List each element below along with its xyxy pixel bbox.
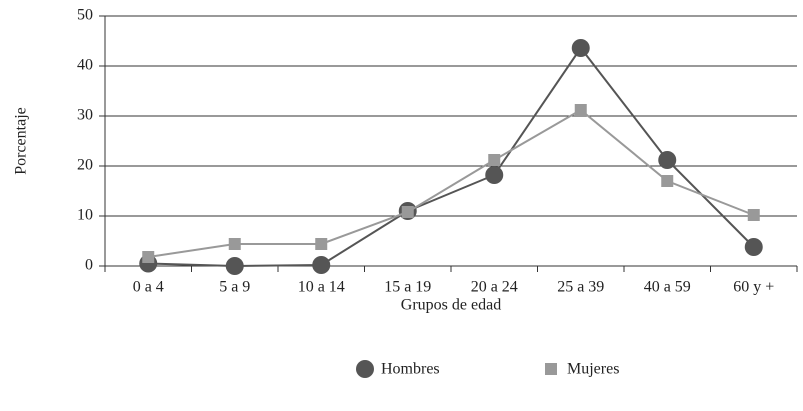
legend-label: Mujeres [567,361,619,378]
legend-swatch [356,360,374,378]
point [225,257,244,275]
x-tick-label: 60 y + [733,279,774,296]
x-tick-label: 15 a 19 [384,279,431,296]
y-tick-label: 30 [77,107,93,124]
x-tick-label: 20 a 24 [471,279,518,296]
point [744,238,763,256]
x-tick-label: 40 a 59 [644,279,691,296]
y-tick-label: 50 [77,7,93,24]
y-tick-label: 20 [77,157,93,174]
point [142,251,155,263]
legend-label: Hombres [381,361,440,378]
point [488,154,501,166]
x-tick-label: 0 a 4 [133,279,164,296]
point [485,166,504,184]
point [574,104,587,116]
series-line [148,46,755,268]
point [312,256,331,274]
y-axis-label: Porcentaje [13,107,30,175]
point [228,238,241,250]
point [747,209,760,221]
y-tick-label: 0 [85,257,93,274]
x-tick-label: 10 a 14 [298,279,345,296]
series-line [148,108,755,258]
legend-swatch [545,363,557,375]
point [661,175,674,187]
x-axis-label: Grupos de edad [401,297,501,314]
x-tick-label: 5 a 9 [219,279,250,296]
point [571,39,590,57]
point [401,206,414,218]
point [658,151,677,169]
x-tick-label: 25 a 39 [557,279,604,296]
point [315,238,328,250]
y-tick-label: 40 [77,57,93,74]
y-tick-label: 10 [77,207,93,224]
